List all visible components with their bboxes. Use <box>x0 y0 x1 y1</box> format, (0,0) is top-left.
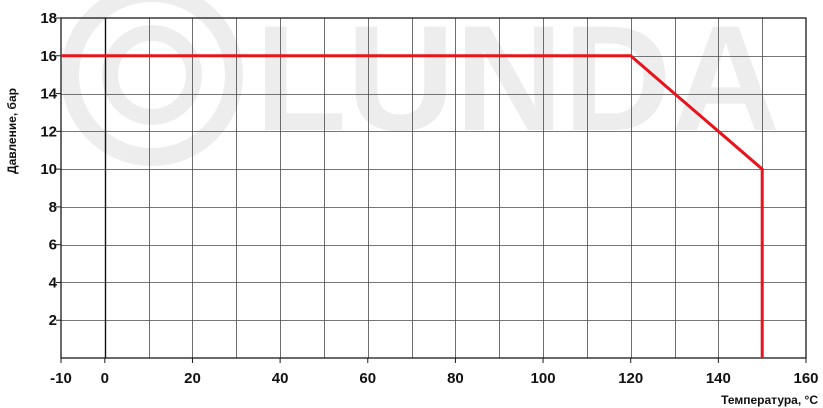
x-tick-label: 100 <box>531 370 556 387</box>
y-tick-labels: 2 4 6 8 10 12 14 16 18 <box>40 10 61 329</box>
y-tick-label: 16 <box>40 48 57 65</box>
x-tick-label: 60 <box>359 370 376 387</box>
x-tick-label: 80 <box>447 370 464 387</box>
watermark-copyright-circle <box>61 0 243 166</box>
watermark-text: LUNDA <box>255 0 780 162</box>
x-tick-label: 40 <box>272 370 289 387</box>
series-line <box>61 54 764 358</box>
x-tick-label: 140 <box>706 370 731 387</box>
axes <box>60 17 807 359</box>
x-tick-label: 160 <box>793 370 818 387</box>
watermark: LUNDA <box>61 0 780 166</box>
x-tick-labels: -10 0 20 40 60 80 100 120 140 160 <box>50 358 819 387</box>
y-tick-label: 2 <box>49 312 57 329</box>
x-tick-label: 120 <box>618 370 643 387</box>
series <box>60 54 764 359</box>
y-tick-label: 18 <box>40 10 57 27</box>
y-tick-label: 8 <box>49 199 57 216</box>
plot-frame <box>60 17 807 359</box>
y-tick-label: 4 <box>49 274 58 291</box>
watermark-copyright-inner <box>102 25 202 125</box>
y-axis-title: Давление, бар <box>5 88 19 174</box>
x-tick-label: 20 <box>184 370 201 387</box>
x-tick-label: 0 <box>101 370 109 387</box>
y-tick-label: 10 <box>40 161 57 178</box>
y-tick-label: 14 <box>40 86 57 103</box>
grid <box>61 18 806 358</box>
y-tick-label: 12 <box>40 123 57 140</box>
x-tick-label: -10 <box>50 370 72 387</box>
y-tick-label: 6 <box>49 237 57 254</box>
x-axis-title: Температура, °C <box>721 393 818 407</box>
